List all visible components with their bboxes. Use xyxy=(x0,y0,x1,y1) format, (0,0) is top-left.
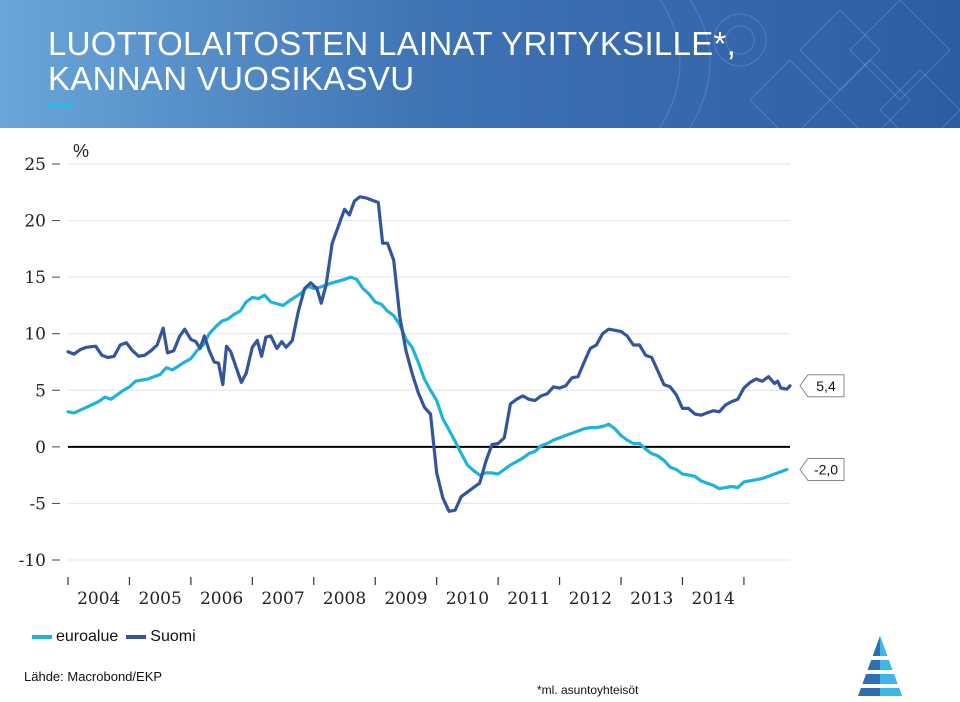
y-tick-label: 0 xyxy=(35,438,46,458)
legend-swatch-suomi xyxy=(126,635,147,639)
y-tick-label: 25 xyxy=(24,155,46,175)
title-accent-bar xyxy=(48,104,74,108)
legend-item-suomi: Suomi xyxy=(126,628,196,646)
title-line-1: LUOTTOLAITOSTEN LAINAT YRITYKSILLE*, xyxy=(48,25,737,62)
x-tick-label: 2011 xyxy=(507,589,550,609)
x-tick-label: 2014 xyxy=(692,589,735,609)
x-tick-label: 2004 xyxy=(77,589,120,609)
x-tick-label: 2008 xyxy=(323,589,366,609)
source-note: Lähde: Macrobond/EKP xyxy=(24,669,163,684)
line-chart: 25 20 15 10 5 0 -5 -10% 2004 2005 2006 2007 2008 2009… xyxy=(19,141,845,609)
legend-swatch-euroalue xyxy=(32,635,52,639)
y-tick-label: -5 xyxy=(29,494,46,514)
end-label-box-suomi xyxy=(799,374,845,398)
bank-logo-icon xyxy=(858,636,902,696)
y-tick-label: 15 xyxy=(24,268,46,288)
x-tick-label: 2012 xyxy=(569,589,612,609)
x-tick-label: 2007 xyxy=(261,589,304,609)
legend-item-euroalue: euroalue xyxy=(32,628,118,646)
header-decoration xyxy=(659,0,960,128)
page-title: LUOTTOLAITOSTEN LAINAT YRITYKSILLE*, KAN… xyxy=(48,26,908,96)
series-line-suomi xyxy=(66,195,792,513)
x-tick-label: 2010 xyxy=(446,589,489,609)
end-label-euroalue: -2,0 xyxy=(814,461,838,477)
x-tick-label: 2013 xyxy=(630,589,673,609)
title-line-2: KANNAN VUOSIKASVU xyxy=(48,60,415,97)
y-tick-label: 10 xyxy=(24,325,46,345)
y-axis-unit: % xyxy=(73,141,89,161)
legend-label-euroalue: euroalue xyxy=(56,628,119,645)
legend-label-suomi: Suomi xyxy=(150,628,196,645)
y-tick-label: 5 xyxy=(35,381,46,401)
end-label-suomi: 5,4 xyxy=(816,378,836,394)
x-tick-label: 2006 xyxy=(200,589,243,609)
chart-legend: euroalue Suomi xyxy=(32,628,204,646)
x-tick-label: 2009 xyxy=(384,589,427,609)
header-banner: LUOTTOLAITOSTEN LAINAT YRITYKSILLE*, KAN… xyxy=(0,0,960,128)
y-tick-label: 20 xyxy=(24,212,46,232)
footnote: *ml. asuntoyhteisöt xyxy=(537,683,639,697)
series-line-euroalue xyxy=(66,275,789,491)
y-tick-label: -10 xyxy=(19,551,46,571)
x-tick-label: 2005 xyxy=(139,589,182,609)
end-label-box-euroalue xyxy=(799,457,845,481)
